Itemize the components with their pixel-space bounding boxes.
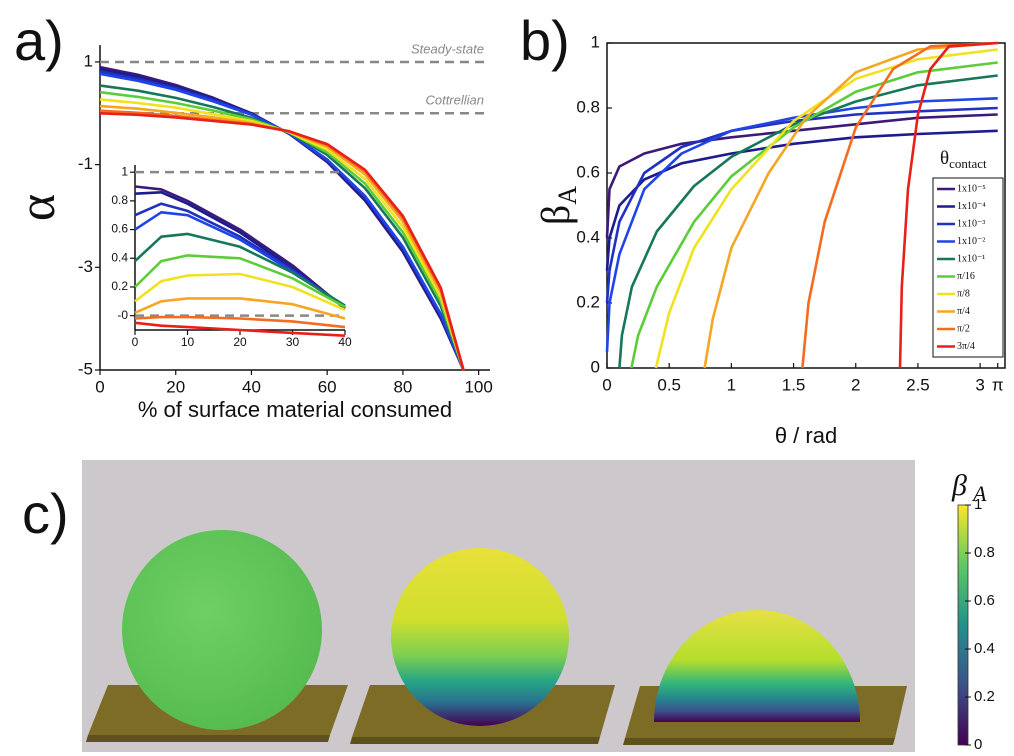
y-tick-label: -5 [78, 359, 93, 378]
legend-label: 1x10⁻¹ [957, 253, 985, 264]
x-tick-label: 1 [727, 375, 736, 394]
y-axis-label-main: β [533, 205, 578, 225]
y-axis-label-sub: A [553, 186, 582, 205]
legend-label: π/16 [957, 271, 975, 282]
substrate-edge [86, 735, 330, 742]
y-tick-label: 0.2 [111, 279, 128, 293]
legend-label: 1x10⁻⁵ [957, 183, 986, 194]
y-tick-label: -0 [117, 308, 128, 322]
x-tick-label: 100 [464, 377, 492, 396]
legend-title-main: θ [940, 148, 949, 169]
legend-label: 1x10⁻³ [957, 218, 985, 229]
x-tick-label: 30 [286, 335, 300, 349]
x-tick-label: 3 [975, 375, 984, 394]
x-tick-label: 0 [602, 375, 611, 394]
droplet-truncated [391, 548, 569, 726]
x-tick-label: 20 [233, 335, 247, 349]
panel-label: b) [520, 9, 570, 72]
y-tick-label: 0.8 [576, 97, 600, 116]
colorbar-title-main: β [951, 469, 967, 502]
substrate-edge [623, 738, 895, 745]
y-tick-label: 0.4 [576, 227, 600, 246]
colorbar [958, 505, 968, 745]
panel-label: a) [14, 9, 64, 72]
y-axis-label: α [9, 194, 66, 221]
y-tick-label: 0.6 [576, 162, 600, 181]
figure: 1-1-3-5020406080100Steady-stateCottrelli… [0, 0, 1014, 756]
legend-label: 1x10⁻² [957, 236, 985, 247]
x-tick-label: 0.5 [657, 375, 681, 394]
y-tick-label: 1 [121, 164, 128, 178]
x-tick-label: 1.5 [782, 375, 806, 394]
x-tick-label: 20 [166, 377, 185, 396]
y-tick-label: -1 [78, 154, 93, 173]
y-axis-label-main: α [9, 194, 66, 221]
colorbar-title-sub: A [971, 481, 987, 506]
legend-label: π/8 [957, 288, 970, 299]
colorbar-tick-label: 0.4 [974, 640, 995, 657]
colorbar-tick-label: 0 [974, 736, 982, 753]
panel-label: c) [22, 482, 69, 545]
render-panel [82, 460, 915, 752]
x-axis-label: % of surface material consumed [138, 397, 452, 422]
y-tick-label: 0.8 [111, 193, 128, 207]
colorbar-tick-label: 0.6 [974, 592, 995, 609]
x-tick-label: 10 [181, 335, 195, 349]
droplet-sphere [122, 530, 322, 730]
x-tick-label: 0 [95, 377, 104, 396]
page: {"chart_data": [ {"type": "line", "panel… [0, 0, 1014, 756]
legend-label: 3π/4 [957, 341, 975, 352]
y-tick-label: 0.2 [576, 292, 600, 311]
legend-label: π/2 [957, 323, 970, 334]
x-tick-label: 0 [132, 335, 139, 349]
y-tick-label: -3 [78, 257, 93, 276]
legend-label: 1x10⁻⁴ [957, 201, 986, 212]
y-tick-label: 1 [84, 51, 93, 70]
substrate-edge [350, 737, 600, 744]
x-tick-label: π [992, 375, 1004, 394]
x-tick-label: 40 [242, 377, 261, 396]
x-tick-label: 2 [851, 375, 860, 394]
x-tick-label: 80 [393, 377, 412, 396]
colorbar-tick-label: 0.8 [974, 544, 995, 561]
reference-label: Steady-state [411, 41, 484, 56]
x-tick-label: 2.5 [906, 375, 930, 394]
legend-label: π/4 [957, 306, 970, 317]
reference-label: Cottrellian [425, 93, 484, 108]
x-axis-label: θ / rad [775, 423, 837, 448]
legend-title-sub: contact [949, 156, 987, 171]
y-tick-label: 1 [591, 32, 600, 51]
colorbar-tick-label: 0.2 [974, 688, 995, 705]
x-tick-label: 60 [318, 377, 337, 396]
y-tick-label: 0.6 [111, 222, 128, 236]
x-tick-label: 40 [338, 335, 352, 349]
y-tick-label: 0.4 [111, 250, 128, 264]
y-tick-label: 0 [591, 357, 600, 376]
